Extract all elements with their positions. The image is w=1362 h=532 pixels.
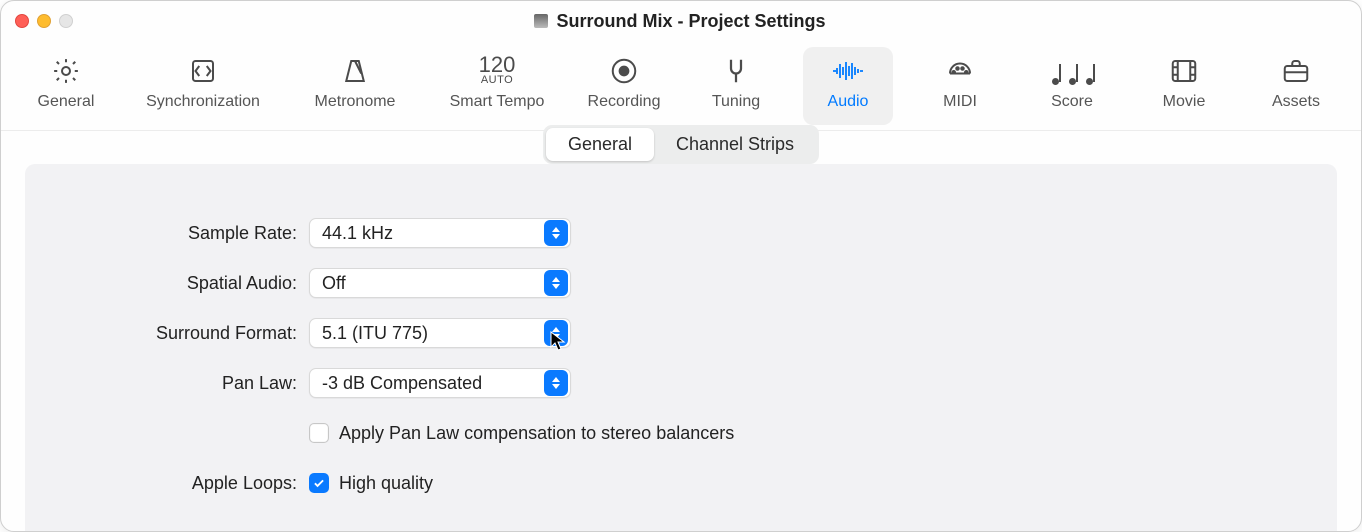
pan-law-select[interactable]: -3 dB Compensated <box>309 368 571 398</box>
tab-label: General <box>38 93 95 111</box>
tab-label: Metronome <box>315 93 396 111</box>
settings-toolbar: General Synchronization Metronome 120 AU… <box>1 41 1361 131</box>
window-title-wrap: Surround Mix - Project Settings <box>73 11 1287 32</box>
sample-rate-label: Sample Rate: <box>109 223 309 244</box>
briefcase-icon <box>1281 53 1311 89</box>
pan-law-compensation-checkbox[interactable] <box>309 423 329 443</box>
tab-label: Movie <box>1163 93 1206 111</box>
waveform-icon <box>831 53 865 89</box>
seg-general[interactable]: General <box>546 128 654 161</box>
stepper-arrows-icon <box>544 370 568 396</box>
tab-metronome[interactable]: Metronome <box>295 47 415 125</box>
sample-rate-value: 44.1 kHz <box>322 223 393 244</box>
metronome-icon <box>340 53 370 89</box>
tab-smart-tempo[interactable]: 120 AUTO Smart Tempo <box>437 47 557 125</box>
film-icon <box>1169 53 1199 89</box>
tab-label: Recording <box>588 93 661 111</box>
stepper-arrows-icon <box>544 320 568 346</box>
row-spatial-audio: Spatial Audio: Off <box>109 266 1313 300</box>
tab-synchronization[interactable]: Synchronization <box>133 47 273 125</box>
row-pan-law-checkbox: Apply Pan Law compensation to stereo bal… <box>109 416 1313 450</box>
sample-rate-select[interactable]: 44.1 kHz <box>309 218 571 248</box>
zoom-window-button[interactable] <box>59 14 73 28</box>
close-window-button[interactable] <box>15 14 29 28</box>
stepper-arrows-icon <box>544 220 568 246</box>
tab-audio[interactable]: Audio <box>803 47 893 125</box>
tuning-fork-icon <box>721 53 751 89</box>
spatial-audio-value: Off <box>322 273 346 294</box>
pan-law-label: Pan Law: <box>109 373 309 394</box>
surround-format-value: 5.1 (ITU 775) <box>322 323 428 344</box>
surround-format-select[interactable]: 5.1 (ITU 775) <box>309 318 571 348</box>
segmented-control: General Channel Strips <box>543 125 819 164</box>
midi-icon <box>945 53 975 89</box>
pan-law-compensation-label: Apply Pan Law compensation to stereo bal… <box>339 423 734 444</box>
window-title: Surround Mix - Project Settings <box>556 11 825 32</box>
tab-recording[interactable]: Recording <box>579 47 669 125</box>
audio-form: Sample Rate: 44.1 kHz Spatial Audio: Off… <box>109 216 1313 500</box>
titlebar: Surround Mix - Project Settings <box>1 1 1361 41</box>
tab-label: Synchronization <box>146 93 260 111</box>
apple-loops-high-quality-label: High quality <box>339 473 433 494</box>
sync-icon <box>188 53 218 89</box>
minimize-window-button[interactable] <box>37 14 51 28</box>
stepper-arrows-icon <box>544 270 568 296</box>
tab-midi[interactable]: MIDI <box>915 47 1005 125</box>
surround-format-label: Surround Format: <box>109 323 309 344</box>
tab-label: Assets <box>1272 93 1320 111</box>
tab-score[interactable]: Score <box>1027 47 1117 125</box>
row-sample-rate: Sample Rate: 44.1 kHz <box>109 216 1313 250</box>
record-icon <box>609 53 639 89</box>
tab-label: Audio <box>828 93 869 111</box>
spatial-audio-label: Spatial Audio: <box>109 273 309 294</box>
score-icon <box>1052 53 1093 89</box>
row-pan-law: Pan Law: -3 dB Compensated <box>109 366 1313 400</box>
tab-tuning[interactable]: Tuning <box>691 47 781 125</box>
pan-law-value: -3 dB Compensated <box>322 373 482 394</box>
smart-tempo-value: 120 <box>479 55 516 75</box>
gear-icon <box>51 53 81 89</box>
apple-loops-label: Apple Loops: <box>109 473 309 494</box>
row-surround-format: Surround Format: 5.1 (ITU 775) <box>109 316 1313 350</box>
audio-general-panel: Sample Rate: 44.1 kHz Spatial Audio: Off… <box>25 164 1337 532</box>
smart-tempo-icon: 120 AUTO <box>479 53 516 89</box>
tab-label: MIDI <box>943 93 977 111</box>
content-area: General Channel Strips Sample Rate: 44.1… <box>1 131 1361 532</box>
seg-channel-strips[interactable]: Channel Strips <box>654 128 816 161</box>
tab-assets[interactable]: Assets <box>1251 47 1341 125</box>
tab-label: Smart Tempo <box>450 93 545 111</box>
apple-loops-high-quality-checkbox[interactable] <box>309 473 329 493</box>
tab-label: Score <box>1051 93 1093 111</box>
tab-movie[interactable]: Movie <box>1139 47 1229 125</box>
smart-tempo-mode: AUTO <box>481 74 513 86</box>
project-settings-window: Surround Mix - Project Settings General … <box>0 0 1362 532</box>
tab-general[interactable]: General <box>21 47 111 125</box>
row-apple-loops: Apple Loops: High quality <box>109 466 1313 500</box>
spatial-audio-select[interactable]: Off <box>309 268 571 298</box>
app-proxy-icon <box>534 14 548 28</box>
traffic-lights <box>15 14 73 28</box>
tab-label: Tuning <box>712 93 760 111</box>
